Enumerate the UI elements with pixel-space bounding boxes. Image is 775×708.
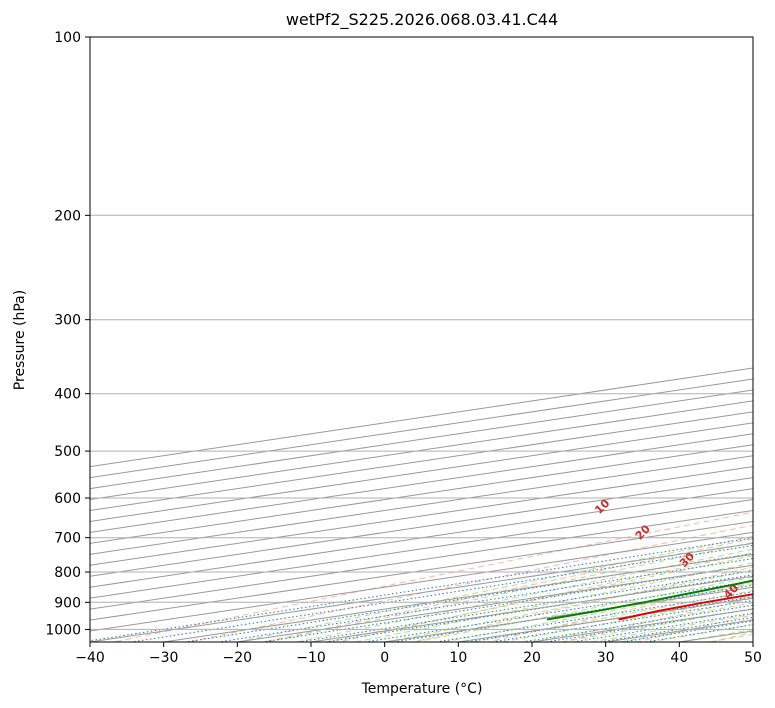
isotherm <box>752 641 753 642</box>
isotherm <box>90 455 753 555</box>
dry-adiabat <box>261 538 753 642</box>
y-tick-label: 500 <box>54 444 81 460</box>
moist-adiabat <box>296 548 753 642</box>
y-tick-label: 200 <box>54 208 81 224</box>
plot-background <box>90 37 753 642</box>
x-axis: −40 −30 −20 −10 0 10 20 30 40 50 <box>75 642 762 666</box>
x-tick-label: 20 <box>523 650 541 666</box>
y-tick-label: 700 <box>54 531 81 547</box>
isotherm <box>90 499 753 599</box>
moist-adiabat <box>414 576 753 642</box>
x-tick-label: −30 <box>149 650 179 666</box>
moist-adiabats <box>237 535 753 642</box>
y-axis-label: Pressure (hPa) <box>12 290 28 390</box>
x-axis-label: Temperature (°C) <box>361 681 483 697</box>
dry-adiabat <box>485 581 753 642</box>
x-tick-label: 10 <box>449 650 467 666</box>
moist-adiabat <box>325 555 753 642</box>
moist-adiabat <box>384 569 753 642</box>
x-tick-label: 50 <box>744 650 762 666</box>
x-tick-label: −20 <box>223 650 253 666</box>
dry-adiabat <box>186 524 753 642</box>
isotherm <box>90 509 753 610</box>
x-tick-label: −10 <box>296 650 326 666</box>
y-tick-label: 900 <box>54 595 81 611</box>
y-tick-label: 1000 <box>45 622 81 638</box>
isotherms <box>90 367 753 642</box>
plot-frame <box>89 36 754 643</box>
y-axis: 100 200 300 400 500 600 700 800 900 1000 <box>45 30 90 638</box>
y-tick-label: 800 <box>54 565 81 581</box>
y-tick-label: 100 <box>54 30 81 46</box>
moist-adiabat <box>473 590 753 642</box>
dry-adiabats <box>111 511 753 642</box>
isotherm <box>90 520 753 621</box>
chart-title: wetPf2_S225.2026.068.03.41.C44 <box>286 10 558 30</box>
y-tick-label: 300 <box>54 313 81 329</box>
x-tick-label: −40 <box>75 650 105 666</box>
isotherm <box>90 477 753 577</box>
y-tick-label: 400 <box>54 387 81 403</box>
x-tick-label: 30 <box>597 650 615 666</box>
isotherm <box>90 466 753 566</box>
dry-adiabat <box>410 566 753 642</box>
x-tick-label: 40 <box>670 650 688 666</box>
x-tick-label: 0 <box>380 650 389 666</box>
isotherm <box>90 444 753 544</box>
isotherm <box>90 531 753 632</box>
moist-adiabat <box>266 541 753 642</box>
y-tick-label: 600 <box>54 491 81 507</box>
isotherm <box>90 488 753 588</box>
